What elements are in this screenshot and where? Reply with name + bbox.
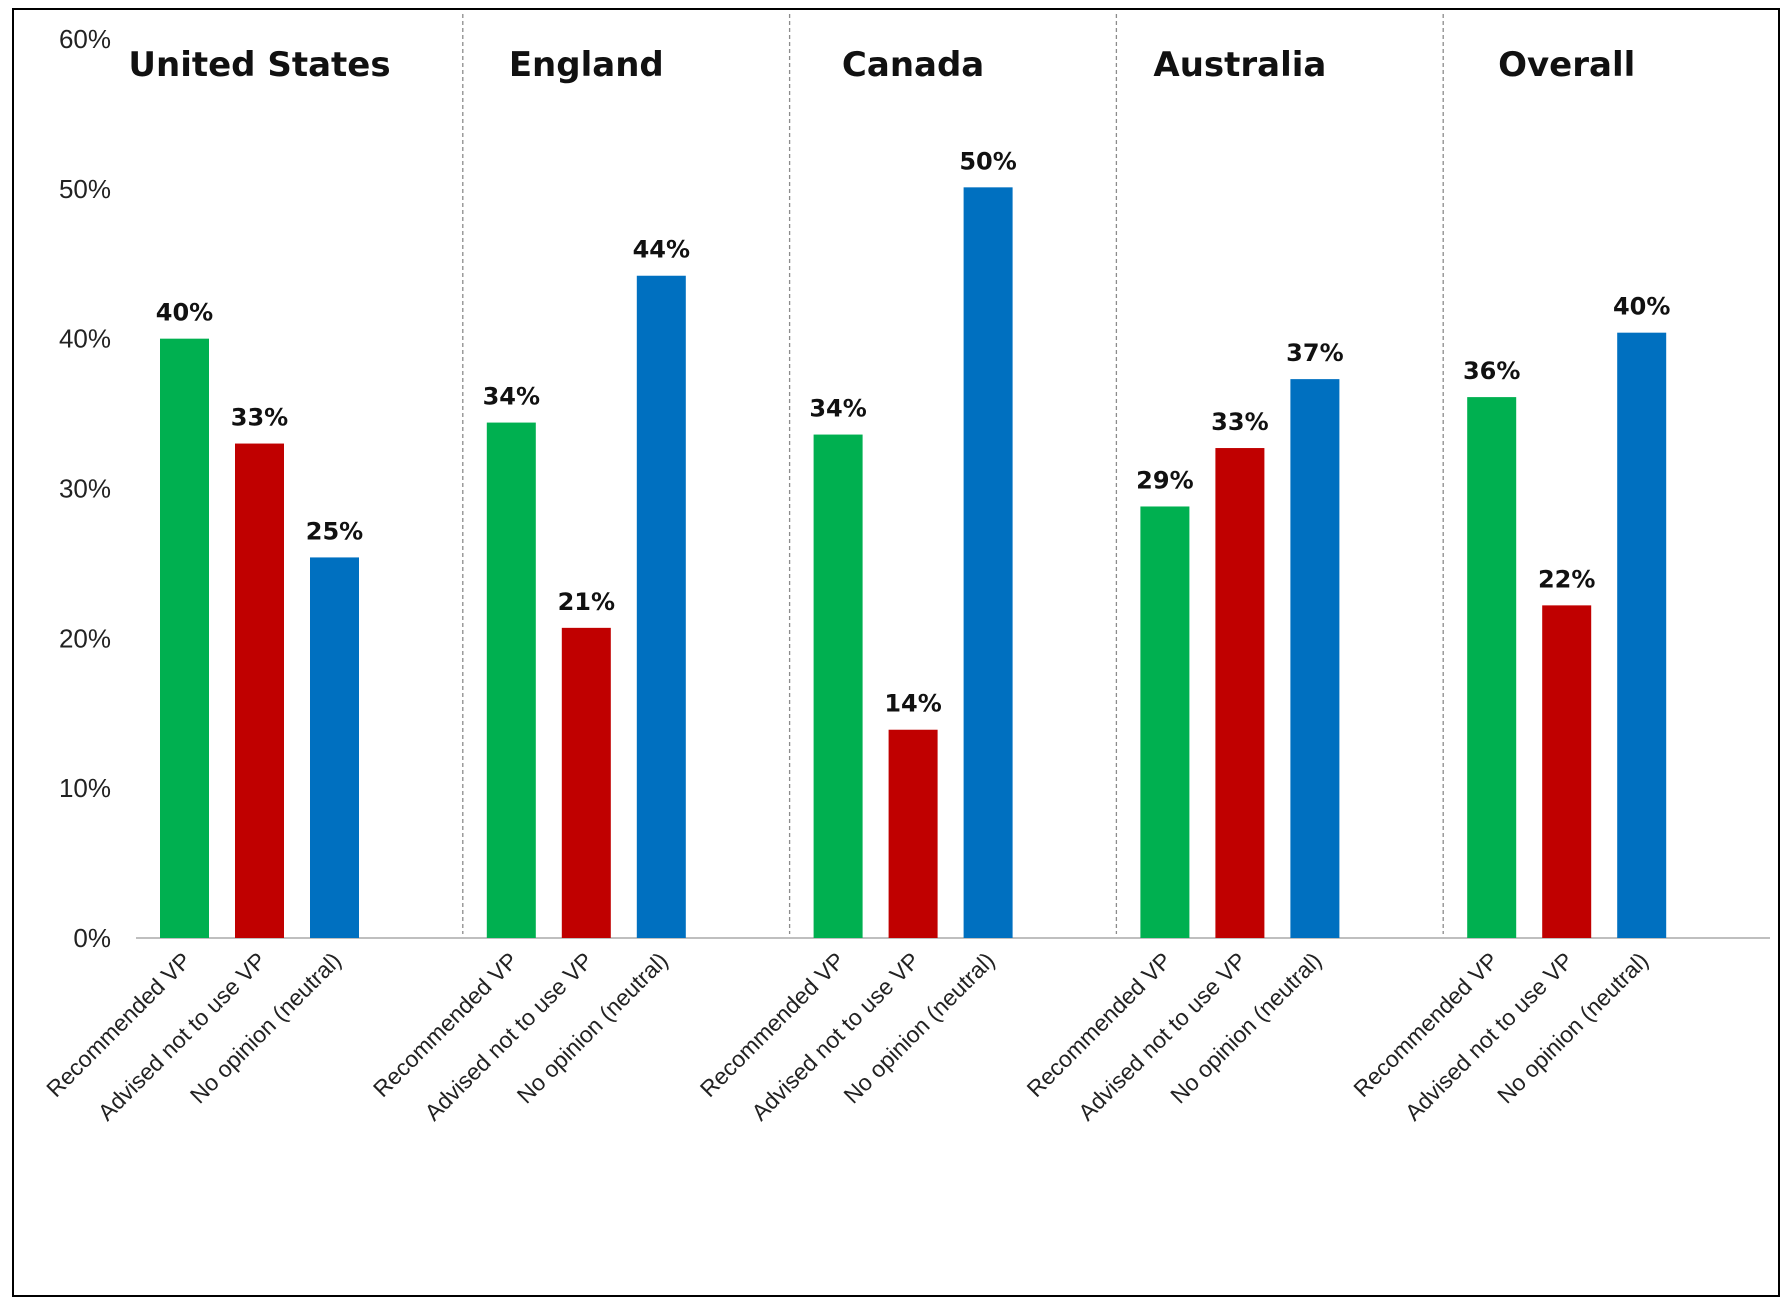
category-label: No opinion (neutral) [512,947,673,1108]
data-label: 33% [231,404,288,432]
data-label: 40% [1613,293,1670,321]
group-title: Canada [842,45,984,85]
y-tick-label: 30% [59,474,111,504]
group-title: United States [128,45,390,85]
category-label: No opinion (neutral) [1492,947,1653,1108]
data-label: 44% [633,236,690,264]
bar-advised-not-to-use-vp [888,729,938,938]
bar-recommended-vp [813,434,863,938]
group-separators [462,14,1444,934]
category-label: Recommended VP [695,947,850,1102]
category-label: No opinion (neutral) [185,947,346,1108]
bar-no-opinion-neutral [963,187,1013,938]
category-label: Recommended VP [1348,947,1503,1102]
y-tick-label: 10% [59,773,111,803]
y-tick-label: 0% [73,923,111,953]
bar-recommended-vp [160,338,209,939]
chart-frame: 0% 10% 20% 30% 40% 50% 60% United States 40% Rec… [12,8,1780,1297]
data-label: 25% [306,517,363,545]
data-label: 33% [1211,408,1268,436]
bar-no-opinion-neutral [1290,379,1340,938]
category-label: Recommended VP [41,947,196,1102]
group-title: Overall [1498,45,1635,85]
bar-advised-not-to-use-vp [1215,448,1265,938]
data-label: 22% [1538,565,1595,593]
bars [160,187,1667,939]
bar-no-opinion-neutral [310,557,359,938]
y-tick-label: 50% [59,174,111,204]
bar-recommended-vp [1140,506,1190,938]
bar-advised-not-to-use-vp [1542,605,1592,938]
data-label: 34% [809,395,866,423]
data-label: 37% [1286,339,1343,367]
grouped-bar-chart: 0% 10% 20% 30% 40% 50% 60% United States 40% Rec… [41,14,1770,1126]
group-title: England [509,45,664,85]
data-label: 50% [959,147,1016,175]
data-label: 29% [1136,466,1193,494]
y-tick-label: 40% [59,324,111,354]
group-title: Australia [1153,45,1326,85]
y-tick-label: 20% [59,623,111,653]
bar-no-opinion-neutral [636,275,686,938]
data-label: 14% [884,690,941,718]
bar-no-opinion-neutral [1617,332,1667,938]
category-label: Recommended VP [1022,947,1177,1102]
data-label: 21% [558,588,615,616]
data-label: 36% [1463,357,1520,385]
data-label: 40% [156,299,213,327]
category-label: No opinion (neutral) [1165,947,1326,1108]
bar-recommended-vp [1467,397,1517,938]
bar-advised-not-to-use-vp [235,443,284,938]
category-label: No opinion (neutral) [838,947,999,1108]
bar-advised-not-to-use-vp [561,627,611,938]
y-tick-label: 60% [59,24,111,54]
bar-recommended-vp [486,422,536,938]
data-label: 34% [483,383,540,411]
category-label: Recommended VP [368,947,523,1102]
